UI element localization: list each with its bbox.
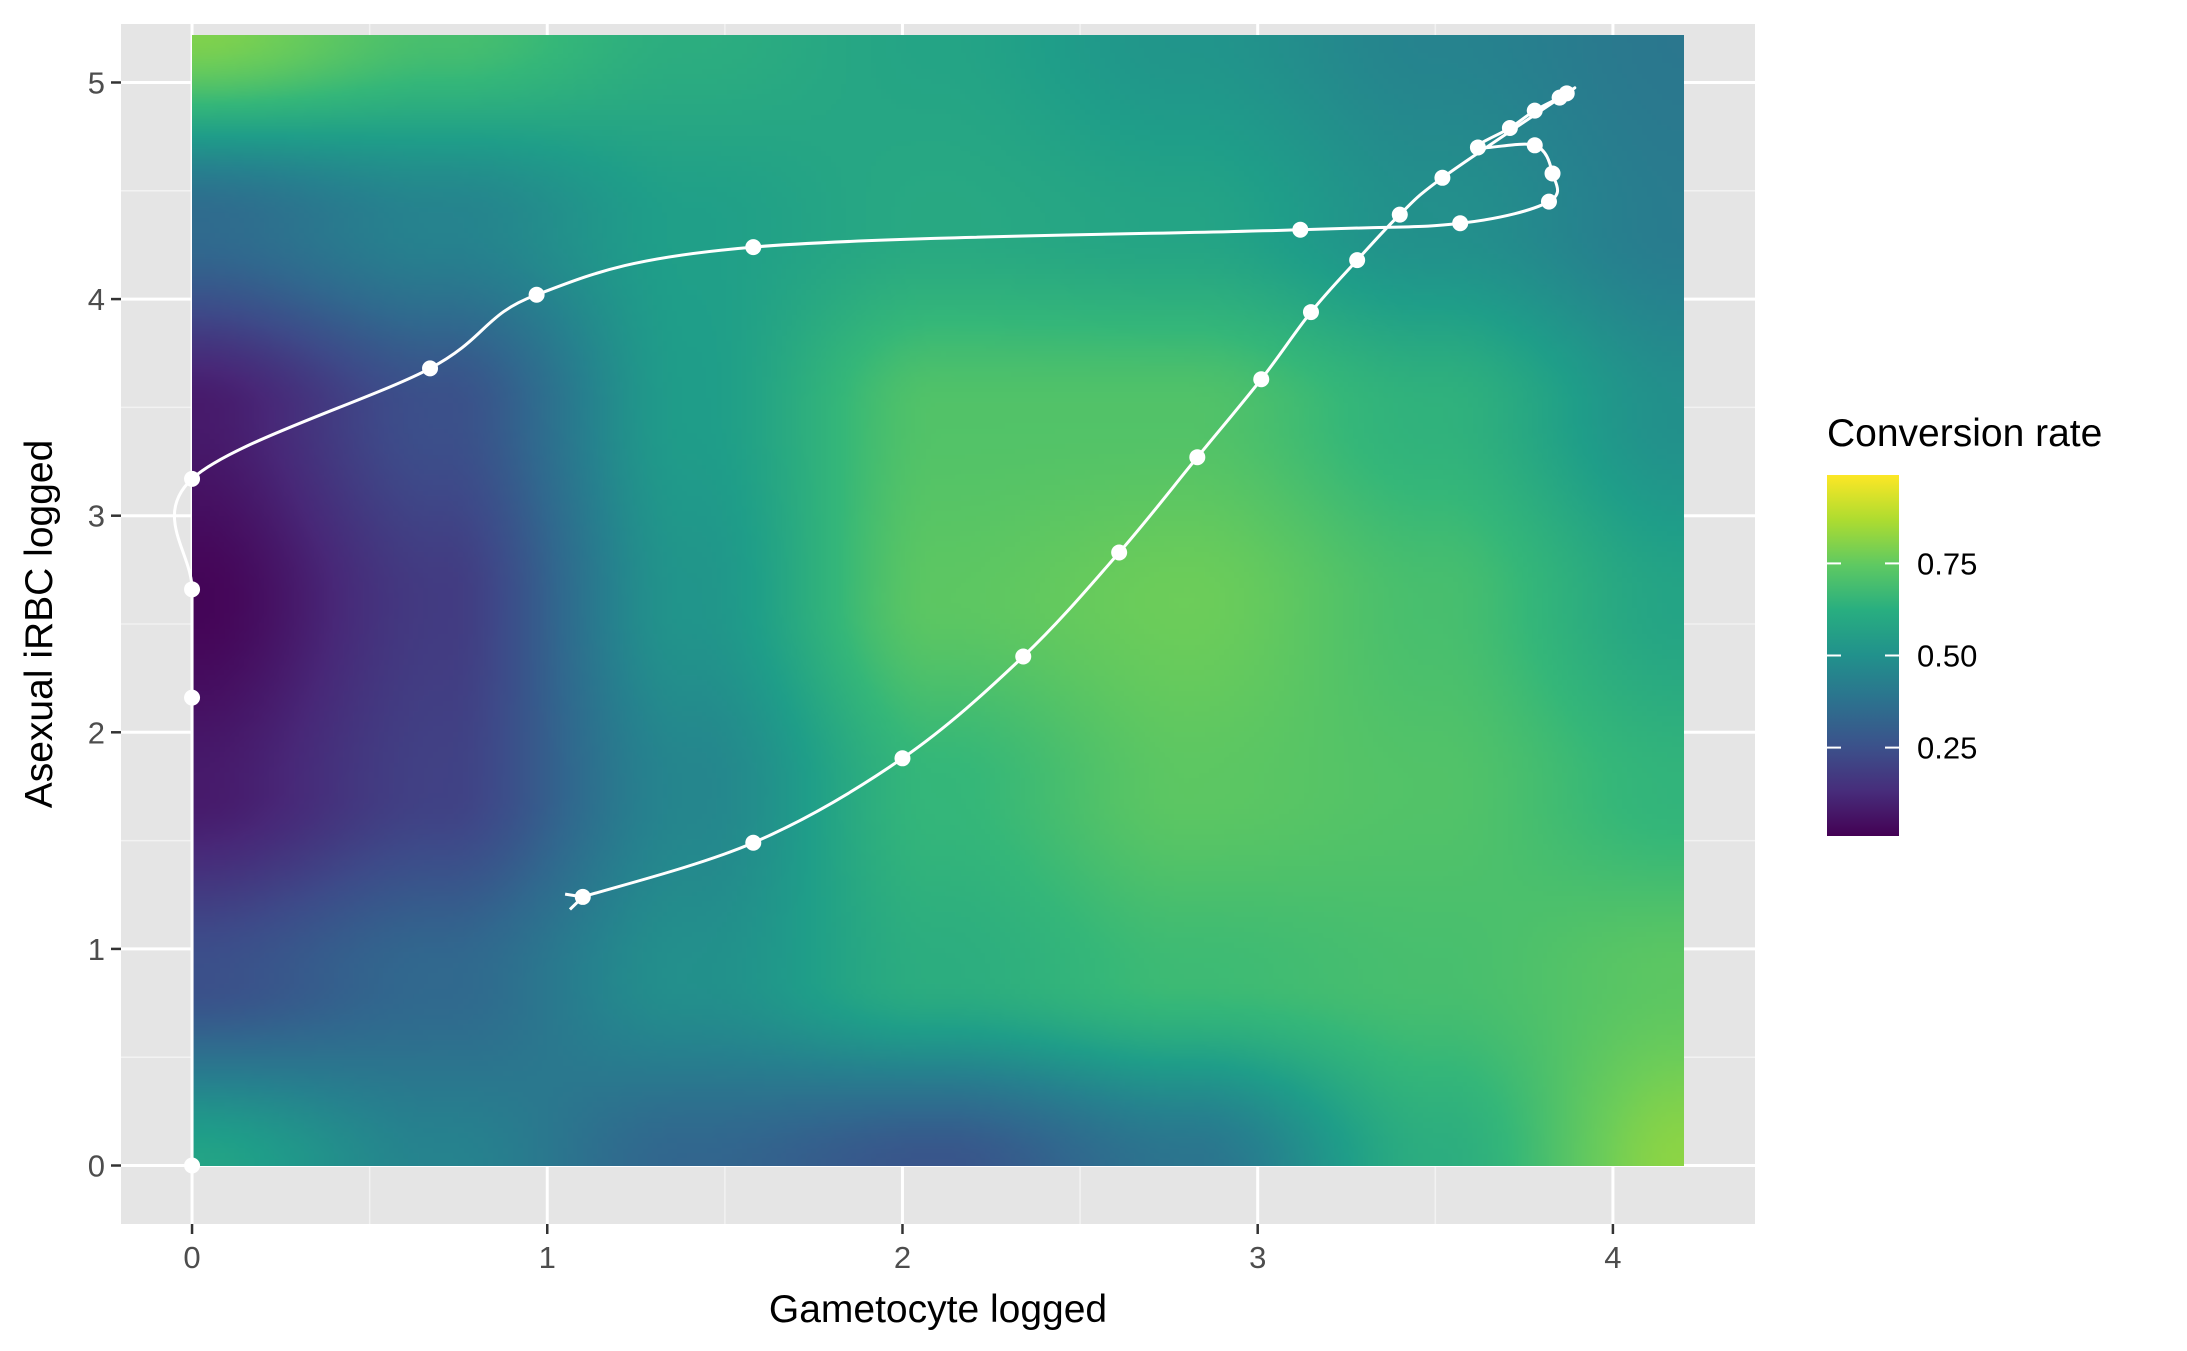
trajectory-point <box>745 239 762 256</box>
trajectory-layer <box>172 85 1577 1174</box>
trajectory-point <box>1544 165 1561 182</box>
trajectory-point <box>528 286 545 303</box>
heatmap-area <box>192 34 1684 1166</box>
y-tick-label: 3 <box>88 499 105 534</box>
x-tick-label: 3 <box>1249 1240 1266 1275</box>
legend-title: Conversion rate <box>1827 412 2102 455</box>
trajectory-point <box>1526 137 1543 154</box>
y-tick-label: 5 <box>88 65 105 100</box>
trajectory-point <box>1558 85 1575 102</box>
trajectory-point <box>1540 193 1557 210</box>
trajectory-point <box>1349 252 1366 269</box>
trajectory-point <box>1111 544 1128 561</box>
legend-tick-label: 0.75 <box>1917 546 1977 581</box>
trajectory-point <box>1253 371 1270 388</box>
trajectory-point <box>1501 119 1518 136</box>
trajectory-point <box>1015 648 1032 665</box>
y-tick-label: 0 <box>88 1149 105 1184</box>
trajectory-point <box>422 360 439 377</box>
trajectory-point <box>1452 215 1469 232</box>
y-axis-title: Asexual iRBC logged <box>18 440 61 809</box>
trajectory-point <box>184 470 201 487</box>
x-tick-label: 2 <box>894 1240 911 1275</box>
trajectory-point <box>1302 304 1319 321</box>
legend: Conversion rate 0.25 0.50 0.75 <box>1827 412 2102 836</box>
legend-tick-label: 0.25 <box>1917 731 1977 766</box>
trajectory-point <box>1434 169 1451 186</box>
trajectory-point <box>1391 206 1408 223</box>
x-tick-label: 0 <box>183 1240 200 1275</box>
trajectory-point <box>1469 139 1486 156</box>
x-axis: 0 1 2 3 4 <box>183 1224 1622 1275</box>
x-tick-label: 4 <box>1604 1240 1621 1275</box>
y-axis: 0 1 2 3 4 5 <box>88 65 121 1184</box>
y-tick-label: 1 <box>88 932 105 967</box>
trajectory-point <box>184 689 201 706</box>
trajectory-point <box>745 834 762 851</box>
trajectory-point <box>1189 449 1206 466</box>
trajectory-point <box>184 1157 201 1174</box>
y-tick-label: 4 <box>88 282 105 317</box>
trajectory-point <box>184 581 201 598</box>
x-tick-label: 1 <box>539 1240 556 1275</box>
trajectory-point <box>1526 102 1543 119</box>
trajectory-point <box>894 750 911 767</box>
heatmap-canvas <box>192 34 1684 1166</box>
y-tick-label: 2 <box>88 715 105 750</box>
legend-ticks: 0.25 0.50 0.75 <box>1827 546 1977 766</box>
x-axis-title: Gametocyte logged <box>769 1288 1107 1331</box>
trajectory-point <box>574 888 591 905</box>
legend-tick-label: 0.50 <box>1917 639 1977 674</box>
trajectory-point <box>1292 221 1309 238</box>
